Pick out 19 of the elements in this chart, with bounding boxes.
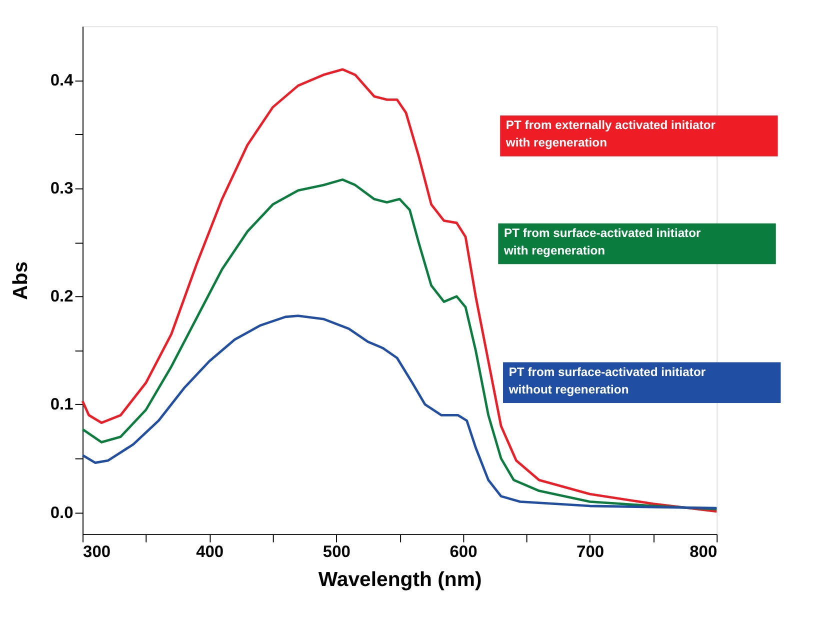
y-tick-label: 0.3: [50, 180, 74, 198]
x-tick-label: 600: [450, 542, 478, 561]
y-tick-label: 0.2: [50, 288, 74, 306]
line-series: [81, 178, 718, 510]
x-tick-label: 800: [690, 542, 718, 561]
y-tick-label: 0.1: [50, 396, 74, 414]
y-axis-title: Abs: [10, 261, 32, 300]
text: PT from externally activated initiator with regeneration: [504, 118, 716, 150]
text: PT from surface-activated initiator without regeneration: [508, 364, 706, 396]
x-tick-label: 300: [83, 542, 111, 561]
y-tick-label: 0.0: [50, 504, 74, 522]
line-series: [81, 68, 718, 513]
line-series: [81, 314, 718, 510]
x-tick-label: 500: [322, 542, 350, 561]
text: PT from surface-activated initiator with regeneration: [502, 226, 702, 258]
y-tick-label: 0.4: [50, 72, 74, 90]
x-tick-label: 700: [576, 542, 604, 561]
x-tick-label: 400: [196, 542, 224, 561]
x-axis-title: Wavelength (nm): [318, 569, 482, 592]
